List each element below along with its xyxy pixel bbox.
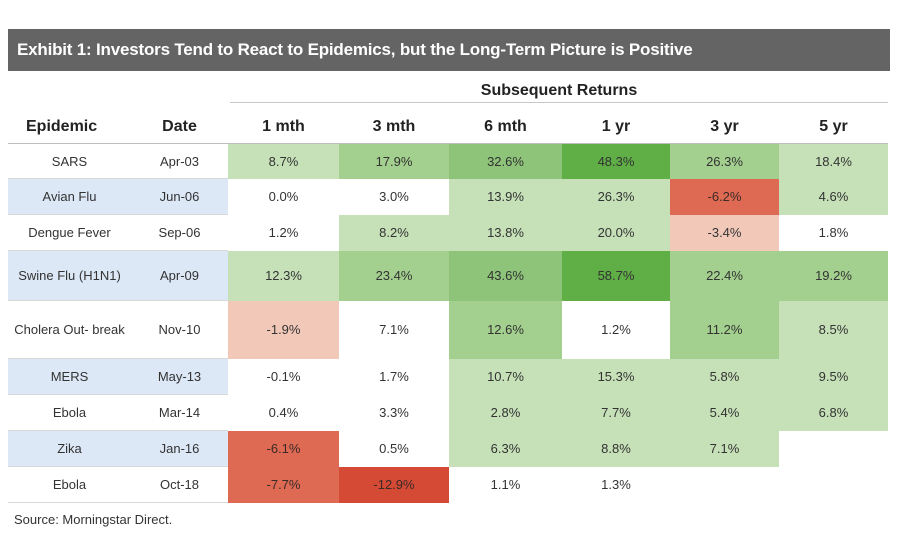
return-cell: 23.4% [339,250,449,301]
return-cell: 5.4% [670,394,779,431]
return-cell: 6.3% [449,430,562,467]
col-date: Date [131,110,228,144]
return-cell [779,430,888,467]
return-cell: 26.3% [562,178,670,215]
epidemic-date: Mar-14 [131,394,228,431]
return-cell: 1.8% [779,214,888,251]
return-cell: -12.9% [339,466,449,503]
return-cell: 3.0% [339,178,449,215]
epidemic-name: Ebola [8,466,131,503]
return-cell: 5.8% [670,358,779,395]
return-cell: 1.7% [339,358,449,395]
return-cell: 6.8% [779,394,888,431]
return-cell [779,466,888,503]
return-cell: -0.1% [228,358,339,395]
return-cell: -6.2% [670,178,779,215]
return-cell: 4.6% [779,178,888,215]
return-cell: 43.6% [449,250,562,301]
return-cell: -7.7% [228,466,339,503]
return-cell: 13.8% [449,214,562,251]
return-cell [670,466,779,503]
return-cell: 15.3% [562,358,670,395]
epidemic-date: Nov-10 [131,300,228,359]
epidemic-date: Apr-03 [131,143,228,179]
epidemic-name: MERS [8,358,131,395]
table-row: Ebola Mar-14 0.4% 3.3% 2.8% 7.7% 5.4% 6.8% [8,394,888,431]
epidemic-name: Dengue Fever [8,214,131,251]
return-cell: 1.2% [228,214,339,251]
return-cell: 1.3% [562,466,670,503]
col-epidemic: Epidemic [8,110,131,144]
returns-table: Epidemic Date 1 mth 3 mth 6 mth 1 yr 3 y… [8,110,888,503]
table-row: Ebola Oct-18 -7.7% -12.9% 1.1% 1.3% [8,466,888,503]
return-cell: 13.9% [449,178,562,215]
return-cell: -6.1% [228,430,339,467]
column-header-row: Epidemic Date 1 mth 3 mth 6 mth 1 yr 3 y… [8,110,888,144]
return-cell: 19.2% [779,250,888,301]
epidemic-name: Cholera Out- break [8,300,131,359]
return-cell: 12.6% [449,300,562,359]
col-6-mth: 6 mth [449,110,562,144]
return-cell: 1.1% [449,466,562,503]
return-cell: 8.2% [339,214,449,251]
return-cell: -1.9% [228,300,339,359]
return-cell: 48.3% [562,143,670,179]
col-1-yr: 1 yr [562,110,670,144]
return-cell: 8.8% [562,430,670,467]
exhibit-title: Exhibit 1: Investors Tend to React to Ep… [8,29,890,71]
table-row: SARS Apr-03 8.7% 17.9% 32.6% 48.3% 26.3% 18.4% [8,143,888,179]
return-cell: 17.9% [339,143,449,179]
return-cell: 8.7% [228,143,339,179]
return-cell: 1.2% [562,300,670,359]
table-row: Dengue Fever Sep-06 1.2% 8.2% 13.8% 20.0% -3.4… [8,214,888,251]
col-1-mth: 1 mth [228,110,339,144]
table-body: SARS Apr-03 8.7% 17.9% 32.6% 48.3% 26.3% 18.4% A… [8,143,888,503]
return-cell: 0.4% [228,394,339,431]
epidemic-name: Avian Flu [8,178,131,215]
return-cell: 32.6% [449,143,562,179]
epidemic-date: Apr-09 [131,250,228,301]
table-row: MERS May-13 -0.1% 1.7% 10.7% 15.3% 5.8% 9.5% [8,358,888,395]
col-3-mth: 3 mth [339,110,449,144]
return-cell: 7.1% [339,300,449,359]
return-cell: 3.3% [339,394,449,431]
subsequent-returns-header: Subsequent Returns [230,80,888,103]
table-row: Cholera Out- break Nov-10 -1.9% 7.1% 12.6% 1.… [8,300,888,359]
return-cell: 10.7% [449,358,562,395]
return-cell: 18.4% [779,143,888,179]
col-5-yr: 5 yr [779,110,888,144]
epidemic-name: Swine Flu (H1N1) [8,250,131,301]
return-cell: -3.4% [670,214,779,251]
return-cell: 58.7% [562,250,670,301]
col-3-yr: 3 yr [670,110,779,144]
return-cell: 2.8% [449,394,562,431]
epidemic-date: Sep-06 [131,214,228,251]
epidemic-name: SARS [8,143,131,179]
return-cell: 7.1% [670,430,779,467]
epidemic-date: Jun-06 [131,178,228,215]
source-note: Source: Morningstar Direct. [14,512,173,527]
return-cell: 11.2% [670,300,779,359]
epidemic-name: Ebola [8,394,131,431]
return-cell: 0.0% [228,178,339,215]
table-row: Zika Jan-16 -6.1% 0.5% 6.3% 8.8% 7.1% [8,430,888,467]
epidemic-date: Oct-18 [131,466,228,503]
table-row: Swine Flu (H1N1) Apr-09 12.3% 23.4% 43.6% 58.… [8,250,888,301]
epidemic-date: Jan-16 [131,430,228,467]
return-cell: 26.3% [670,143,779,179]
table-row: Avian Flu Jun-06 0.0% 3.0% 13.9% 26.3% -6.2% 4.… [8,178,888,215]
return-cell: 20.0% [562,214,670,251]
epidemic-name: Zika [8,430,131,467]
return-cell: 8.5% [779,300,888,359]
return-cell: 9.5% [779,358,888,395]
return-cell: 12.3% [228,250,339,301]
return-cell: 0.5% [339,430,449,467]
return-cell: 7.7% [562,394,670,431]
return-cell: 22.4% [670,250,779,301]
epidemic-date: May-13 [131,358,228,395]
